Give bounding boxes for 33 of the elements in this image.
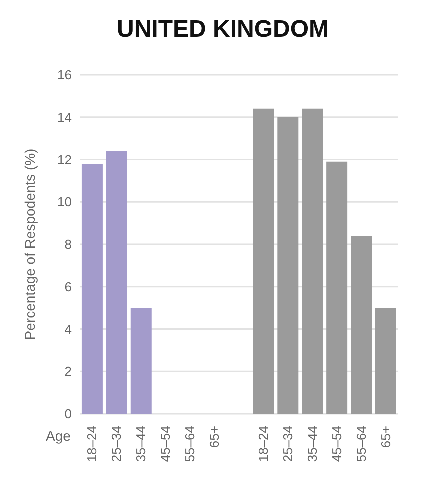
bar [326,162,348,414]
x-tick-label: 55–64 [182,426,198,462]
y-tick-label: 6 [64,279,72,294]
bar [106,151,128,414]
bar [253,108,274,414]
y-tick-label: 0 [64,406,72,422]
bar [130,308,152,414]
y-tick-label: 8 [64,237,72,252]
x-tick-label: 35–44 [134,426,149,462]
x-axis-title: Age [46,428,71,444]
y-tick-label: 12 [58,152,72,168]
x-tick-label: 25–34 [280,426,296,462]
bar [278,117,299,414]
x-tick-label: 65+ [378,426,394,448]
y-tick-label: 4 [64,322,72,337]
x-tick-label: 65+ [207,426,222,448]
bar [375,308,396,414]
x-tick-label: 45–54 [158,426,174,462]
y-tick-label: 16 [58,68,72,83]
bar [302,108,324,414]
x-tick-label: 35–44 [304,426,320,462]
x-tick-label: 55–64 [354,426,369,462]
y-tick-label: 14 [58,110,72,125]
x-tick-label: 18–24 [84,426,100,462]
x-tick-label: 45–54 [329,426,344,462]
bar [351,236,372,414]
chart-title: UNITED KINGDOM [116,15,330,45]
x-tick-label: 25–34 [109,426,124,462]
y-tick-label: 2 [64,364,72,380]
x-tick-label: 18–24 [256,426,271,462]
bar [82,164,103,414]
y-tick-label: 10 [58,194,72,210]
y-axis-title: Percentage of Respodents (%) [22,148,38,340]
